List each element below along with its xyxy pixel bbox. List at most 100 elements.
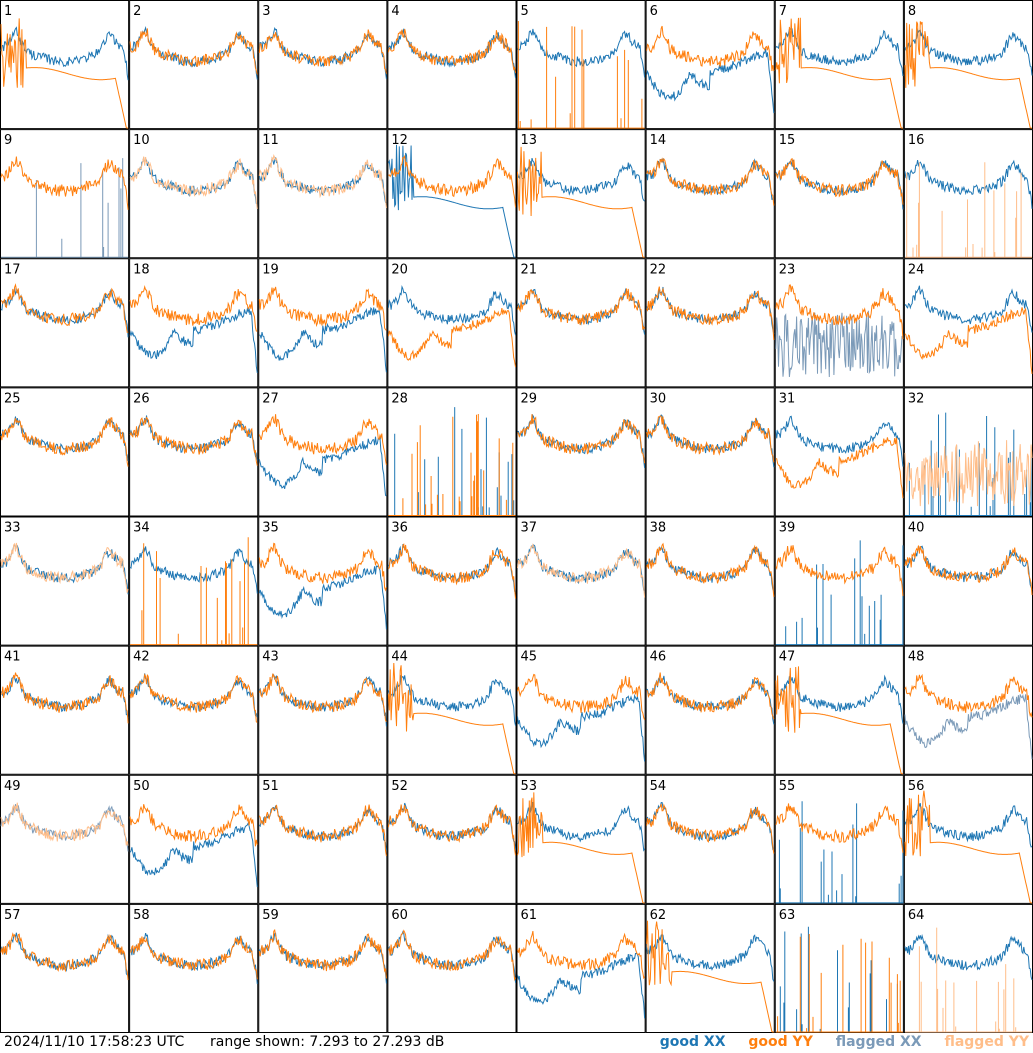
panel-label-7: 7 bbox=[779, 4, 787, 19]
series-23-yy bbox=[775, 284, 904, 340]
series-10-yy bbox=[129, 156, 258, 209]
panel-44: 44 bbox=[387, 645, 517, 775]
panel-frame bbox=[774, 903, 904, 1033]
panel-label-14: 14 bbox=[650, 133, 667, 148]
panel-frame bbox=[129, 129, 259, 259]
panel-30: 30 bbox=[645, 387, 775, 517]
series-24-xx bbox=[904, 285, 1033, 333]
panel-22: 22 bbox=[645, 258, 775, 388]
series-63-yy bbox=[775, 934, 903, 1033]
panel-label-4: 4 bbox=[391, 4, 399, 19]
series-54-yy bbox=[646, 803, 775, 854]
panel-label-54: 54 bbox=[650, 779, 667, 794]
series-41-xx bbox=[0, 674, 129, 719]
panel-label-40: 40 bbox=[908, 521, 925, 536]
series-31-xx bbox=[775, 415, 904, 467]
panel-54: 54 bbox=[645, 774, 775, 904]
panel-label-62: 62 bbox=[650, 908, 667, 923]
series-51-yy bbox=[258, 804, 387, 857]
panel-label-57: 57 bbox=[4, 908, 21, 923]
legend-good-xx: good XX bbox=[659, 1034, 726, 1050]
series-18-xx bbox=[129, 307, 258, 373]
series-9-yy bbox=[0, 156, 129, 210]
series-34-yy bbox=[130, 537, 258, 646]
series-18-yy bbox=[129, 285, 258, 332]
panel-38: 38 bbox=[645, 516, 775, 646]
series-46-yy bbox=[646, 672, 775, 720]
panel-50: 50 bbox=[129, 774, 259, 904]
panel-label-28: 28 bbox=[391, 391, 408, 406]
series-58-xx bbox=[129, 932, 258, 985]
series-13-xx bbox=[517, 157, 645, 202]
panel-label-52: 52 bbox=[391, 779, 408, 794]
series-62-xx bbox=[646, 934, 775, 982]
series-53-xx bbox=[517, 802, 646, 852]
panel-46: 46 bbox=[645, 645, 775, 775]
panel-label-19: 19 bbox=[262, 262, 279, 277]
panel-41: 41 bbox=[0, 645, 130, 775]
panel-label-43: 43 bbox=[262, 650, 279, 665]
panel-6: 6 bbox=[645, 0, 775, 130]
panel-33: 33 bbox=[0, 516, 130, 646]
series-27-yy bbox=[258, 414, 387, 465]
series-48-xx bbox=[904, 693, 1033, 760]
series-35-yy bbox=[258, 542, 387, 592]
series-16-yy bbox=[904, 162, 1032, 258]
series-22-xx bbox=[646, 286, 775, 335]
panel-label-3: 3 bbox=[262, 4, 270, 19]
panel-51: 51 bbox=[258, 774, 388, 904]
panel-62: 62 bbox=[645, 903, 775, 1033]
panel-label-50: 50 bbox=[133, 779, 150, 794]
panel-frame bbox=[774, 258, 904, 388]
series-11-yy bbox=[258, 154, 387, 209]
panel-label-13: 13 bbox=[521, 133, 538, 148]
panel-label-63: 63 bbox=[779, 908, 796, 923]
series-43-yy bbox=[258, 673, 387, 722]
panel-2: 2 bbox=[129, 0, 259, 130]
series-17-yy bbox=[0, 283, 129, 334]
series-8-xx bbox=[904, 28, 1033, 76]
series-12-xx bbox=[387, 144, 516, 258]
series-40-yy bbox=[904, 545, 1033, 596]
series-23-xx bbox=[775, 310, 903, 378]
panel-label-1: 1 bbox=[4, 4, 12, 19]
legend-good-yy: good YY bbox=[748, 1034, 813, 1050]
panel-frame bbox=[0, 0, 130, 130]
panel-label-47: 47 bbox=[779, 650, 796, 665]
panel-49: 49 bbox=[0, 774, 130, 904]
panel-label-39: 39 bbox=[779, 521, 796, 536]
panel-45: 45 bbox=[516, 645, 646, 775]
panel-label-37: 37 bbox=[521, 521, 538, 536]
panel-58: 58 bbox=[129, 903, 259, 1033]
panel-27: 27 bbox=[258, 387, 388, 517]
series-44-yy bbox=[387, 662, 516, 775]
series-2-yy bbox=[129, 28, 258, 75]
series-5-yy bbox=[517, 21, 645, 129]
panel-label-15: 15 bbox=[779, 133, 796, 148]
panel-55: 55 bbox=[774, 774, 904, 904]
panel-label-16: 16 bbox=[908, 133, 925, 148]
panel-label-58: 58 bbox=[133, 908, 150, 923]
panel-label-24: 24 bbox=[908, 262, 925, 277]
panel-label-46: 46 bbox=[650, 650, 667, 665]
panel-7: 7 bbox=[774, 0, 904, 130]
panel-frame bbox=[645, 516, 775, 646]
panel-label-55: 55 bbox=[779, 779, 796, 794]
panel-3: 3 bbox=[258, 0, 388, 130]
series-21-yy bbox=[517, 288, 646, 330]
panel-frame bbox=[645, 129, 775, 259]
panel-18: 18 bbox=[129, 258, 259, 388]
panel-64: 64 bbox=[903, 903, 1033, 1033]
panel-frame bbox=[903, 129, 1033, 259]
panel-label-31: 31 bbox=[779, 391, 796, 406]
panel-25: 25 bbox=[0, 387, 130, 517]
series-32-yy bbox=[904, 440, 1033, 507]
series-30-yy bbox=[646, 415, 775, 463]
series-56-xx bbox=[904, 802, 1033, 848]
series-49-yy bbox=[0, 802, 129, 846]
panel-frame bbox=[516, 0, 646, 130]
series-38-yy bbox=[646, 542, 775, 597]
series-59-xx bbox=[258, 932, 387, 984]
series-39-xx bbox=[775, 540, 904, 646]
